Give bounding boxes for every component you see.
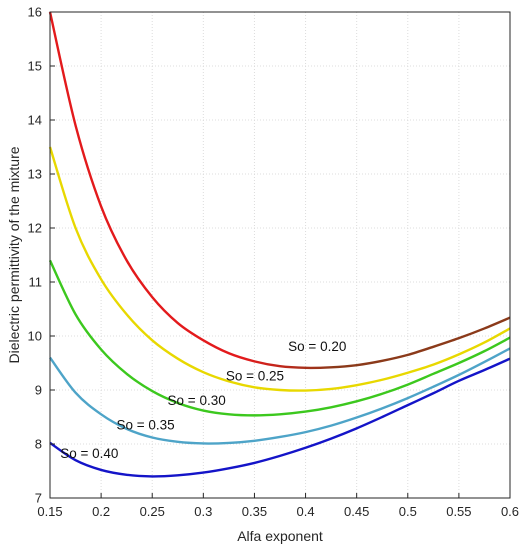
y-tick-label: 16	[28, 5, 42, 20]
y-tick-label: 15	[28, 59, 42, 74]
series-line	[49, 357, 511, 478]
series-label: So = 0.20	[288, 339, 346, 354]
x-tick-label: 0.4	[297, 504, 315, 519]
x-tick-label: 0.3	[194, 504, 212, 519]
series-line	[48, 259, 511, 417]
x-tick-label: 0.45	[344, 504, 369, 519]
y-tick-label: 7	[35, 491, 42, 506]
series-label: So = 0.30	[168, 393, 226, 408]
x-tick-labels: 0.15 0.2 0.25 0.3 0.35 0.4 0.45 0.5 0.55 0.6	[37, 504, 519, 519]
x-tick-label: 0.2	[92, 504, 110, 519]
y-tick-labels: 7 8 9 10 11 12 13 14 15 16	[28, 5, 42, 506]
y-tick-label: 8	[35, 437, 42, 452]
series-label: So = 0.40	[60, 446, 118, 461]
series-label: So = 0.35	[116, 417, 174, 432]
x-tick-label: 0.55	[446, 504, 471, 519]
y-axis-label: Dielectric permittivity of the mixture	[6, 146, 22, 363]
x-axis-label: Alfa exponent	[237, 528, 323, 544]
ticks	[49, 11, 511, 499]
series-line	[48, 146, 511, 392]
y-tick-label: 11	[29, 275, 43, 290]
plot-frame	[49, 11, 511, 499]
y-tick-label: 13	[28, 167, 42, 182]
y-tick-label: 12	[28, 221, 42, 236]
series-line	[48, 11, 511, 370]
x-tick-label: 0.15	[37, 504, 62, 519]
x-tick-label: 0.6	[501, 504, 519, 519]
y-tick-label: 9	[35, 383, 42, 398]
y-tick-label: 10	[28, 329, 42, 344]
x-tick-label: 0.35	[242, 504, 267, 519]
x-tick-label: 0.5	[399, 504, 417, 519]
series-line	[49, 347, 511, 445]
x-tick-label: 0.25	[140, 504, 165, 519]
series-label: So = 0.25	[226, 368, 284, 383]
y-tick-label: 14	[28, 113, 42, 128]
curves	[48, 11, 511, 478]
